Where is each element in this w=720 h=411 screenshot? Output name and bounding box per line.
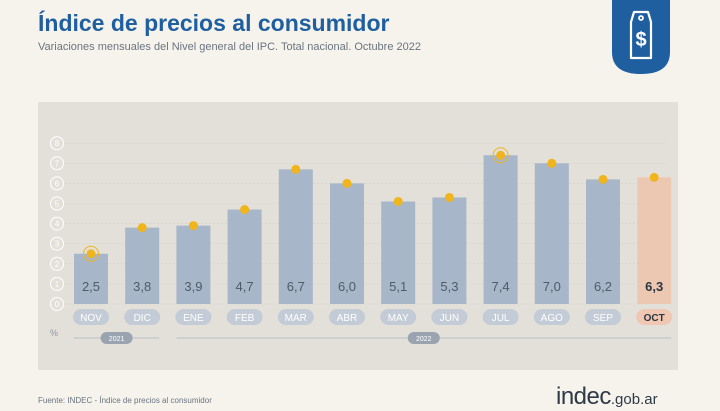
category-pill xyxy=(585,309,621,325)
point xyxy=(86,249,96,259)
point xyxy=(649,172,659,182)
svg-text:$: $ xyxy=(635,29,646,51)
bar xyxy=(586,179,620,304)
year-pill xyxy=(100,332,133,344)
y-tick-label: 1 xyxy=(55,280,60,289)
bar xyxy=(483,155,518,304)
data-label: 7,4 xyxy=(492,279,510,294)
logo-suffix: .gob.ar xyxy=(610,391,658,408)
y-tick-label: 3 xyxy=(55,240,60,249)
category-pill xyxy=(380,309,417,325)
category-pill xyxy=(482,309,519,325)
point xyxy=(137,223,147,233)
y-tick-label: 7 xyxy=(55,159,60,168)
bar xyxy=(381,201,416,304)
category-pill xyxy=(329,309,365,325)
y-tick-label: 0 xyxy=(55,300,60,309)
source-note: Fuente: INDEC - Índice de precios al con… xyxy=(38,396,212,405)
logo-main: indec xyxy=(556,383,611,410)
year-pill xyxy=(407,332,440,344)
x-tick-label: OCT xyxy=(644,313,665,324)
indec-logo: indec.gob.ar xyxy=(556,383,658,411)
y-tick-ring-0 xyxy=(50,297,64,311)
point xyxy=(240,205,250,215)
x-tick-label: JUN xyxy=(440,313,459,324)
bar xyxy=(125,227,160,304)
y-tick-label: 6 xyxy=(55,179,60,188)
category-pill xyxy=(431,309,468,325)
bar xyxy=(534,163,569,304)
y-tick-label: 5 xyxy=(55,200,60,209)
data-label: 6,2 xyxy=(594,279,612,294)
bar xyxy=(432,197,467,304)
y-tick-ring-2 xyxy=(50,256,64,271)
point-ring xyxy=(83,245,99,262)
point xyxy=(393,196,403,206)
data-label: 6,7 xyxy=(287,279,305,294)
year-label: 2021 xyxy=(109,336,125,343)
y-tick-label: 2 xyxy=(55,260,60,269)
category-pill xyxy=(73,309,109,325)
bar xyxy=(637,177,672,304)
category-pill xyxy=(636,309,673,325)
bar xyxy=(278,169,313,304)
x-tick-label: MAY xyxy=(388,313,409,324)
price-tag-dollar-icon: $ xyxy=(612,0,670,74)
bar xyxy=(330,183,364,304)
x-tick-label: AGO xyxy=(541,313,563,324)
y-tick-ring-4 xyxy=(50,216,64,231)
year-label: 2022 xyxy=(416,336,432,343)
point xyxy=(188,221,198,231)
x-tick-label: SEP xyxy=(593,313,613,324)
point xyxy=(496,150,506,160)
category-pill xyxy=(124,309,161,325)
x-tick-label: MAR xyxy=(285,313,307,324)
point xyxy=(598,174,608,184)
y-tick-label: 4 xyxy=(55,220,60,229)
x-tick-label: ENE xyxy=(183,313,204,324)
page-title: Índice de precios al consumidor xyxy=(38,10,390,36)
data-label: 7,0 xyxy=(543,279,561,294)
data-label: 6,3 xyxy=(645,279,663,294)
category-pill xyxy=(277,309,314,325)
point xyxy=(342,178,352,188)
y-tick-ring-8 xyxy=(50,136,64,151)
data-label: 5,3 xyxy=(440,279,458,294)
point xyxy=(547,158,557,168)
data-label: 6,0 xyxy=(338,279,356,294)
data-label: 5,1 xyxy=(389,279,407,294)
point-ring xyxy=(492,147,509,164)
bar xyxy=(74,253,108,304)
x-tick-label: ABR xyxy=(337,313,358,324)
y-tick-label: 8 xyxy=(55,139,60,148)
category-pill xyxy=(533,309,570,325)
bar xyxy=(176,225,211,304)
y-tick-ring-1 xyxy=(50,276,64,291)
data-label: 3,8 xyxy=(133,279,151,294)
category-pill xyxy=(175,309,212,325)
y-tick-ring-5 xyxy=(50,196,64,211)
data-label: 4,7 xyxy=(236,279,254,294)
point xyxy=(291,164,301,174)
y-unit-label: % xyxy=(50,328,58,338)
x-tick-label: DIC xyxy=(134,313,151,324)
category-pill xyxy=(226,309,263,325)
y-tick-ring-3 xyxy=(50,236,64,251)
x-tick-label: FEB xyxy=(235,313,255,324)
y-tick-ring-6 xyxy=(50,176,64,191)
x-tick-label: JUL xyxy=(492,313,510,324)
y-tick-ring-7 xyxy=(50,156,64,171)
page-subtitle: Variaciones mensuales del Nivel general … xyxy=(38,41,421,53)
x-tick-label: NOV xyxy=(80,313,102,324)
data-label: 3,9 xyxy=(184,279,202,294)
point xyxy=(444,192,454,202)
bar xyxy=(227,209,262,304)
data-label: 2,5 xyxy=(82,279,100,294)
